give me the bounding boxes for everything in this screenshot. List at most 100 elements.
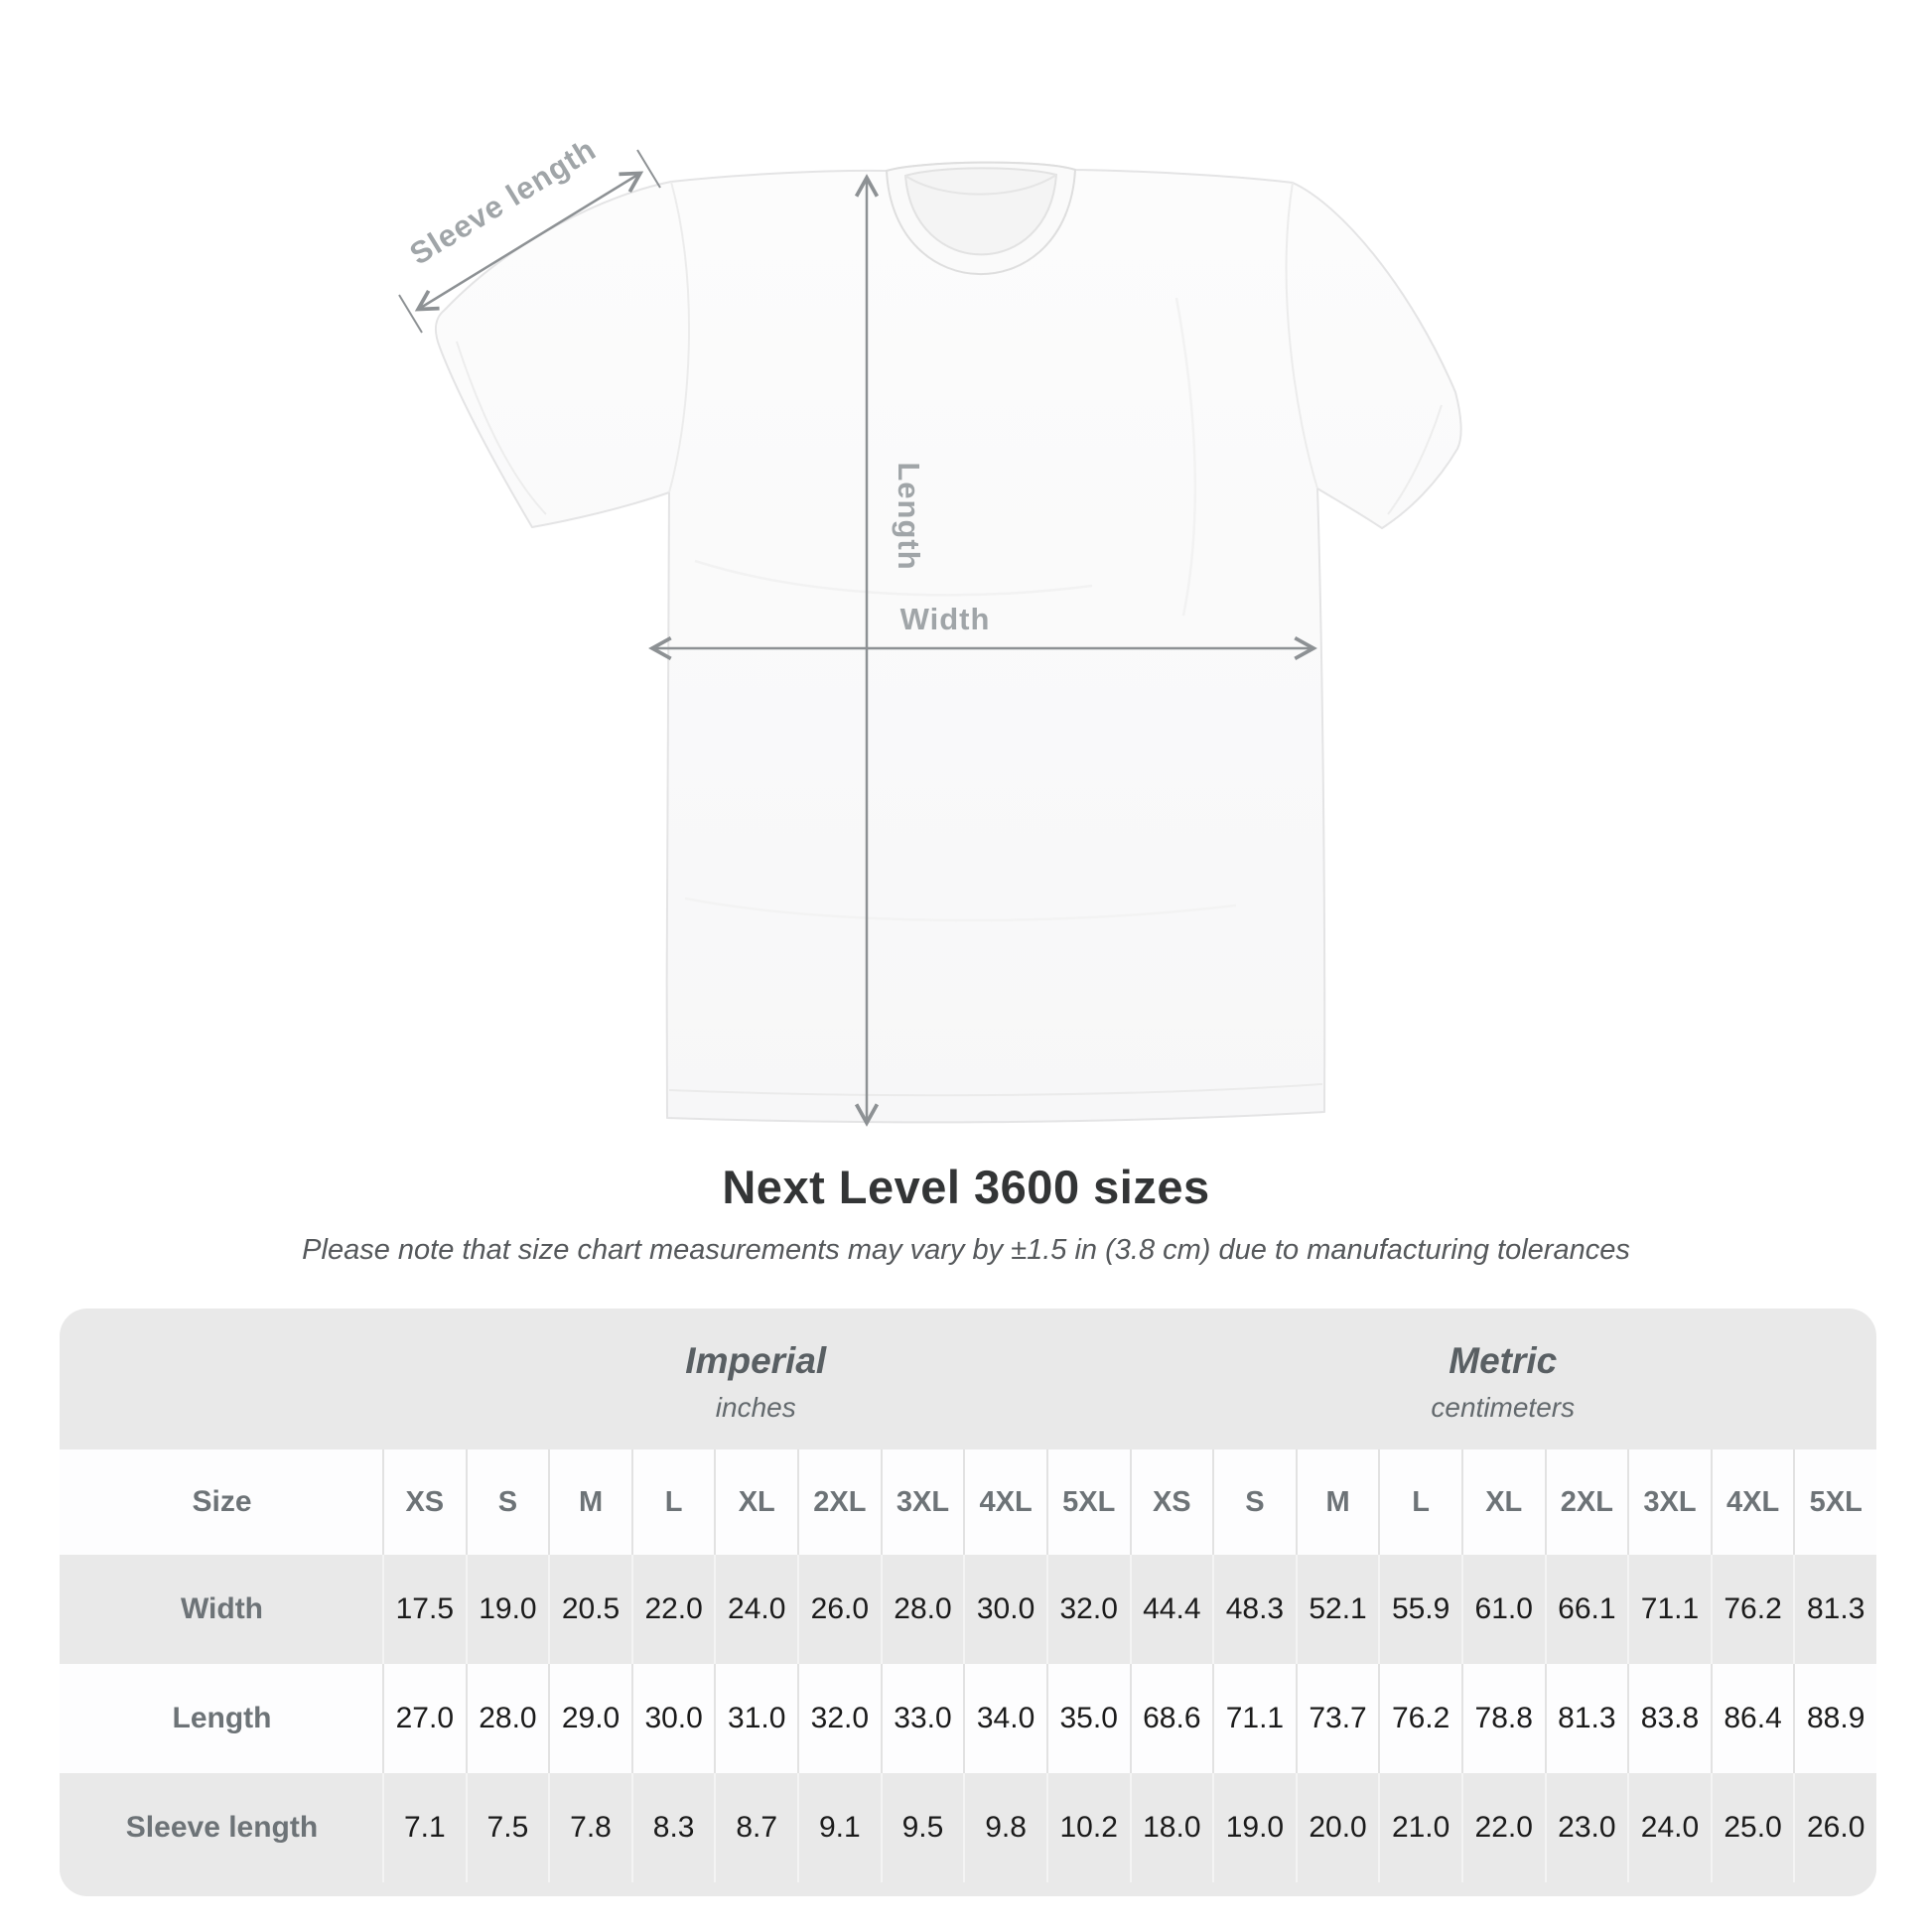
table-cell: 34.0 xyxy=(963,1664,1046,1773)
table-cell: 9.5 xyxy=(880,1773,964,1882)
size-col-header: 3XL xyxy=(1627,1449,1711,1555)
table-cell: 78.8 xyxy=(1460,1664,1545,1773)
sleeve-tick-lower xyxy=(398,294,423,334)
table-cell: 55.9 xyxy=(1378,1555,1461,1664)
table-cell: 7.8 xyxy=(548,1773,631,1882)
table-cell: 29.0 xyxy=(548,1664,631,1773)
metric-unit-label: centimeters xyxy=(1431,1392,1576,1423)
table-cell: 25.0 xyxy=(1710,1773,1794,1882)
size-col-header: 4XL xyxy=(963,1449,1046,1555)
table-row: Width 17.5 19.0 20.5 22.0 24.0 26.0 28.0 30.0 32.… xyxy=(60,1555,1876,1664)
size-col-header: 3XL xyxy=(880,1449,964,1555)
size-table-panel: Imperial inches Metric centimeters Size … xyxy=(60,1309,1876,1896)
table-cell: 76.2 xyxy=(1710,1555,1794,1664)
imperial-unit-label: inches xyxy=(715,1392,796,1423)
table-cell: 8.3 xyxy=(630,1773,715,1882)
table-cell: 22.0 xyxy=(1460,1773,1545,1882)
size-col-header: L xyxy=(1378,1449,1461,1555)
tshirt-measurement-diagram: Sleeve length Length Width xyxy=(398,132,1462,1127)
table-cell: 71.1 xyxy=(1212,1664,1296,1773)
table-cell: 31.0 xyxy=(714,1664,797,1773)
table-cell: 27.0 xyxy=(382,1664,466,1773)
size-col-header: 4XL xyxy=(1710,1449,1794,1555)
table-cell: 20.5 xyxy=(548,1555,631,1664)
table-cell: 9.8 xyxy=(963,1773,1046,1882)
table-cell: 20.0 xyxy=(1295,1773,1379,1882)
width-label: Width xyxy=(900,602,991,636)
sleeve-tick-upper xyxy=(636,149,661,189)
size-col-header: XS xyxy=(1129,1449,1213,1555)
table-cell: 7.5 xyxy=(465,1773,549,1882)
size-col-header: L xyxy=(630,1449,715,1555)
unit-header-band: Imperial inches Metric centimeters xyxy=(60,1309,1876,1449)
table-cell: 68.6 xyxy=(1129,1664,1213,1773)
table-cell: 66.1 xyxy=(1544,1555,1628,1664)
row-label: Width xyxy=(180,1592,264,1625)
size-col-header: M xyxy=(548,1449,631,1555)
length-label: Length xyxy=(892,462,926,570)
sleeve-arrow xyxy=(414,171,644,312)
table-row: Length 27.0 28.0 29.0 30.0 31.0 32.0 33.0 34.0 35… xyxy=(60,1664,1876,1773)
table-cell: 26.0 xyxy=(1793,1773,1876,1882)
size-col-header: 2XL xyxy=(797,1449,881,1555)
table-cell: 24.0 xyxy=(714,1555,797,1664)
table-cell: 26.0 xyxy=(797,1555,881,1664)
table-cell: 22.0 xyxy=(630,1555,715,1664)
table-cell: 32.0 xyxy=(797,1664,881,1773)
table-cell: 18.0 xyxy=(1129,1773,1213,1882)
row-label: Sleeve length xyxy=(125,1811,319,1844)
table-cell: 21.0 xyxy=(1378,1773,1461,1882)
table-row: Sleeve length 7.1 7.5 7.8 8.3 8.7 9.1 9.5 9.8 10.… xyxy=(60,1773,1876,1882)
table-cell: 28.0 xyxy=(465,1664,549,1773)
metric-section-header: Metric centimeters xyxy=(1130,1309,1877,1449)
table-cell: 73.7 xyxy=(1295,1664,1379,1773)
table-cell: 81.3 xyxy=(1544,1664,1628,1773)
size-col-header: XL xyxy=(1460,1449,1545,1555)
table-cell: 7.1 xyxy=(382,1773,466,1882)
table-cell: 23.0 xyxy=(1544,1773,1628,1882)
metric-label: Metric xyxy=(1449,1340,1558,1381)
size-header-row: Size XS S M L XL 2XL 3XL 4XL 5XL XS S M L XL 2XL 3XL 4XL… xyxy=(60,1449,1876,1555)
table-cell: 35.0 xyxy=(1045,1664,1130,1773)
table-cell: 76.2 xyxy=(1378,1664,1461,1773)
table-cell: 30.0 xyxy=(963,1555,1046,1664)
page-title: Next Level 3600 sizes xyxy=(722,1161,1210,1213)
table-cell: 71.1 xyxy=(1627,1555,1711,1664)
size-col-header: S xyxy=(465,1449,549,1555)
table-cell: 30.0 xyxy=(630,1664,715,1773)
row-label: Length xyxy=(172,1702,272,1734)
table-cell: 48.3 xyxy=(1212,1555,1296,1664)
table-cell: 44.4 xyxy=(1129,1555,1213,1664)
size-col-header: 2XL xyxy=(1544,1449,1628,1555)
size-col-header: 5XL xyxy=(1045,1449,1130,1555)
size-col-header: M xyxy=(1295,1449,1379,1555)
table-cell: 86.4 xyxy=(1710,1664,1794,1773)
table-cell: 88.9 xyxy=(1793,1664,1876,1773)
table-cell: 32.0 xyxy=(1045,1555,1130,1664)
table-cell: 24.0 xyxy=(1627,1773,1711,1882)
table-cell: 8.7 xyxy=(714,1773,797,1882)
table-cell: 28.0 xyxy=(880,1555,964,1664)
size-table-body: Width 17.5 19.0 20.5 22.0 24.0 26.0 28.0 30.0 32.… xyxy=(60,1555,1876,1882)
table-cell: 61.0 xyxy=(1460,1555,1545,1664)
table-cell: 52.1 xyxy=(1295,1555,1379,1664)
table-cell: 17.5 xyxy=(382,1555,466,1664)
size-col-header: XL xyxy=(714,1449,797,1555)
size-col-header: 5XL xyxy=(1793,1449,1876,1555)
size-col-header: XS xyxy=(382,1449,466,1555)
table-cell: 19.0 xyxy=(465,1555,549,1664)
table-cell: 9.1 xyxy=(797,1773,881,1882)
table-cell: 83.8 xyxy=(1627,1664,1711,1773)
tshirt-illustration xyxy=(434,161,1462,1124)
table-cell: 81.3 xyxy=(1793,1555,1876,1664)
imperial-label: Imperial xyxy=(685,1340,827,1381)
table-cell: 19.0 xyxy=(1212,1773,1296,1882)
size-row-label: Size xyxy=(192,1485,252,1518)
imperial-section-header: Imperial inches xyxy=(382,1309,1130,1449)
size-col-header: S xyxy=(1212,1449,1296,1555)
measurement-arrows xyxy=(398,149,1317,1127)
page-subtitle: Please note that size chart measurements… xyxy=(302,1234,1630,1266)
table-cell: 33.0 xyxy=(880,1664,964,1773)
table-cell: 10.2 xyxy=(1045,1773,1130,1882)
